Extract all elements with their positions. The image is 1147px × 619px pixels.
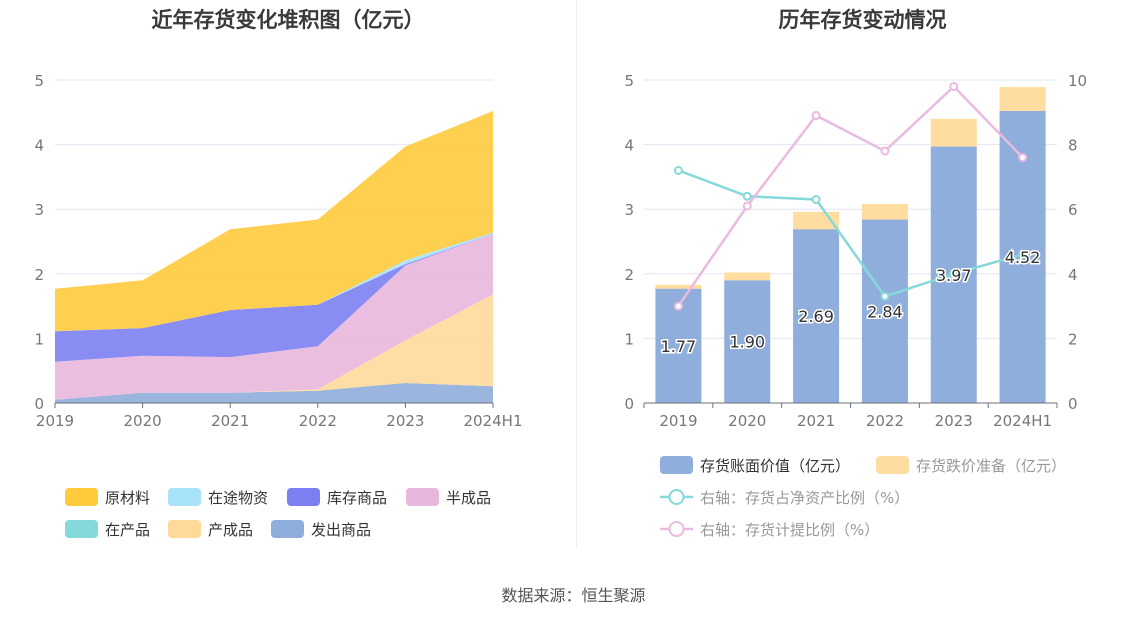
y-tick-label: 1: [34, 330, 44, 348]
line-point: [742, 201, 752, 211]
legend-label: 右轴：存货计提比例（%）: [700, 521, 879, 539]
left-y-tick-label: 1: [624, 330, 634, 348]
y-tick-label: 5: [34, 72, 44, 90]
bar-line-chart-panel: 历年存货变动情况 0 1 2 3 4 5 0 2 4 6 8 10 2019 2020 2021 2022 20…: [578, 0, 1147, 560]
legend-swatch: [406, 488, 439, 506]
bar-line-chart: 0 1 2 3 4 5 0 2 4 6 8 10 2019 2020 2021 2022 2023 2024H1 1…: [624, 72, 1087, 539]
legend-label: 原材料: [105, 489, 150, 507]
right-y-tick-label: 0: [1068, 395, 1078, 413]
left-chart-title: 近年存货变化堆积图（亿元）: [151, 8, 425, 32]
bar-series-1: [724, 280, 771, 403]
line-point: [880, 146, 890, 156]
y-tick-label: 3: [34, 201, 44, 219]
legend-label: 存货账面价值（亿元）: [700, 457, 850, 475]
line-series-1: [677, 169, 1023, 298]
stacked-area-chart: 0 1 2 3 4 5 2019 2020 2021 2022 2023 2024H1 原材料 在途物资 库…: [34, 72, 523, 539]
legend-label: 库存商品: [327, 489, 387, 507]
line-point: [811, 111, 821, 121]
line-point: [673, 301, 683, 311]
legend-label: 在产品: [105, 521, 150, 539]
legend-label: 存货跌价准备（亿元）: [916, 457, 1066, 475]
left-y-tick-label: 0: [624, 395, 634, 413]
area-series-6: [55, 294, 493, 400]
area-series-7: [55, 383, 493, 403]
x-tick-label: 2021: [211, 412, 249, 430]
legend-label: 产成品: [208, 521, 253, 539]
x-tick-label: 2020: [124, 412, 162, 430]
legend-swatch: [168, 488, 201, 506]
line-point: [949, 81, 959, 91]
x-tick-label: 2020: [728, 412, 766, 430]
line-point: [742, 191, 752, 201]
area-series-4: [55, 233, 493, 400]
x-tick-label: 2022: [299, 412, 337, 430]
legend-line-marker: [668, 489, 685, 505]
right-y-tick-label: 4: [1068, 266, 1078, 284]
right-y-tick-label: 2: [1068, 330, 1078, 348]
legend-line-marker: [668, 521, 685, 537]
legend-label: 半成品: [446, 489, 491, 507]
bar-series-2: [724, 272, 771, 281]
bar-series-1: [861, 219, 908, 403]
bar-value-label: 2.84: [867, 302, 903, 321]
legend-label: 在途物资: [208, 489, 268, 507]
x-tick-label: 2019: [36, 412, 74, 430]
data-source-note: 数据来源：恒生聚源: [501, 586, 646, 605]
bar-series-1: [793, 229, 840, 403]
x-tick-label: 2024H1: [464, 412, 523, 430]
legend-swatch: [65, 520, 98, 538]
bar-series-2: [930, 118, 977, 147]
x-tick-label: 2019: [659, 412, 697, 430]
x-tick-label: 2023: [935, 412, 973, 430]
line-point: [1018, 153, 1028, 163]
area-series-3: [55, 233, 493, 362]
x-tick-label: 2022: [866, 412, 904, 430]
right-y-tick-label: 6: [1068, 201, 1078, 219]
legend-swatch: [65, 488, 98, 506]
legend-label: 发出商品: [311, 521, 371, 539]
legend-swatch: [287, 488, 320, 506]
panel-divider: [576, 0, 577, 548]
stacked-area-chart-panel: 近年存货变化堆积图（亿元） 0 1 2 3 4 5 2019 2020 2021 2022 2023…: [0, 0, 576, 560]
line-point: [949, 269, 959, 279]
x-tick-label: 2021: [797, 412, 835, 430]
x-tick-label: 2024H1: [993, 412, 1052, 430]
y-tick-label: 4: [34, 137, 44, 155]
y-tick-label: 0: [34, 395, 44, 413]
legend-swatch: [660, 456, 693, 474]
legend-swatch: [876, 456, 909, 474]
right-y-tick-label: 8: [1068, 137, 1078, 155]
area-series-1: [55, 111, 493, 332]
x-tick-label: 2023: [386, 412, 424, 430]
left-y-tick-label: 2: [624, 266, 634, 284]
line-point: [1018, 249, 1028, 259]
y-tick-label: 2: [34, 266, 44, 284]
bar-value-label: 1.77: [661, 337, 697, 356]
bar-series-2: [999, 87, 1046, 112]
bar-series-2: [655, 284, 702, 289]
right-chart-title: 历年存货变动情况: [778, 8, 947, 32]
line-point: [811, 195, 821, 205]
bar-value-label: 2.69: [798, 307, 834, 326]
line-series-2: [677, 84, 1024, 307]
bar-series-2: [861, 204, 908, 220]
bar-value-label: 3.97: [936, 266, 972, 285]
left-y-tick-label: 5: [624, 72, 634, 90]
legend-swatch: [168, 520, 201, 538]
bar-value-label: 4.52: [1005, 248, 1041, 267]
right-y-tick-label: 10: [1068, 72, 1087, 90]
bar-value-label: 1.90: [729, 333, 765, 352]
legend-swatch: [271, 520, 304, 538]
left-y-tick-label: 3: [624, 201, 634, 219]
legend-label: 右轴：存货占净资产比例（%）: [700, 489, 909, 507]
left-y-tick-label: 4: [624, 137, 634, 155]
line-point: [880, 291, 890, 301]
line-point: [673, 165, 683, 175]
